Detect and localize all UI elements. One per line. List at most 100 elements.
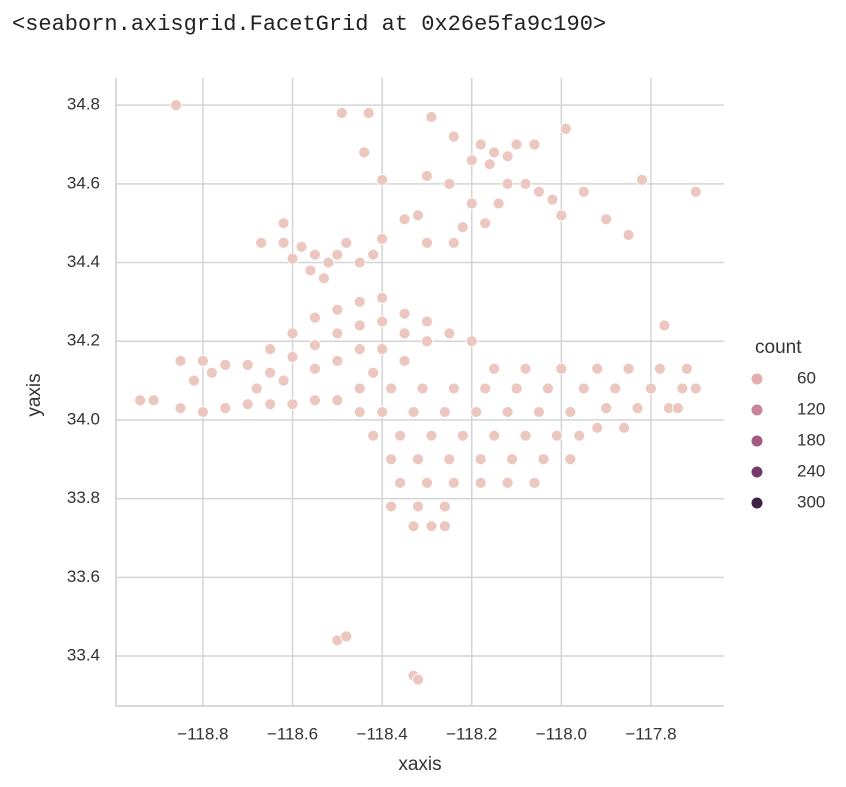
point bbox=[488, 362, 501, 375]
point bbox=[398, 327, 411, 340]
x-tick-label: −118.2 bbox=[446, 724, 497, 743]
point bbox=[309, 248, 321, 261]
point bbox=[501, 476, 514, 489]
point bbox=[394, 429, 406, 442]
point bbox=[506, 453, 518, 466]
point bbox=[241, 358, 254, 371]
point bbox=[573, 429, 586, 442]
point bbox=[680, 362, 693, 375]
point bbox=[317, 272, 330, 285]
x-axis-label: xaxis bbox=[398, 754, 441, 775]
point bbox=[219, 358, 232, 371]
point bbox=[309, 362, 321, 375]
x-tick-label: −117.8 bbox=[625, 724, 676, 743]
point bbox=[542, 382, 554, 395]
point bbox=[636, 174, 648, 186]
legend-label: 300 bbox=[797, 492, 825, 511]
point bbox=[394, 476, 406, 489]
point bbox=[286, 351, 299, 363]
point bbox=[501, 406, 514, 418]
point bbox=[295, 240, 308, 253]
y-axis-label: yaxis bbox=[24, 373, 45, 416]
point bbox=[546, 193, 559, 206]
point bbox=[447, 236, 460, 249]
point bbox=[264, 398, 277, 411]
point bbox=[309, 339, 321, 352]
point bbox=[264, 366, 277, 379]
point bbox=[353, 319, 366, 332]
legend-swatch bbox=[750, 465, 764, 479]
point bbox=[591, 421, 604, 434]
point bbox=[331, 355, 344, 367]
point bbox=[353, 343, 366, 356]
point bbox=[519, 177, 532, 190]
point bbox=[618, 421, 630, 434]
point bbox=[654, 362, 666, 375]
x-tick-label: −118.8 bbox=[177, 724, 228, 743]
y-tick-label: 34.6 bbox=[67, 173, 100, 192]
point bbox=[564, 406, 577, 418]
point bbox=[528, 476, 541, 489]
point bbox=[385, 500, 398, 513]
point bbox=[443, 453, 456, 466]
point bbox=[676, 382, 689, 395]
point bbox=[519, 362, 532, 375]
point bbox=[443, 327, 456, 340]
legend-label: 180 bbox=[797, 430, 825, 449]
points bbox=[134, 99, 702, 686]
point bbox=[689, 185, 702, 198]
point bbox=[304, 264, 317, 277]
point bbox=[170, 99, 182, 112]
legend-swatch bbox=[750, 403, 764, 417]
point bbox=[447, 130, 460, 143]
y-tick-label: 34.8 bbox=[67, 95, 100, 114]
point bbox=[353, 295, 366, 308]
point bbox=[255, 236, 268, 249]
point bbox=[474, 453, 487, 466]
point bbox=[465, 154, 478, 167]
point bbox=[264, 343, 277, 356]
point bbox=[331, 394, 344, 407]
point bbox=[277, 236, 290, 249]
point bbox=[631, 402, 644, 415]
legend-swatch bbox=[750, 496, 764, 510]
point bbox=[147, 394, 160, 407]
point bbox=[376, 315, 389, 328]
point bbox=[331, 327, 344, 340]
point bbox=[483, 158, 496, 171]
point bbox=[353, 382, 366, 395]
point bbox=[197, 406, 209, 418]
point bbox=[425, 111, 438, 123]
y-tick-label: 33.6 bbox=[67, 567, 100, 586]
point bbox=[609, 382, 622, 395]
point bbox=[555, 362, 568, 375]
point bbox=[600, 402, 613, 415]
point bbox=[425, 520, 438, 533]
y-tick-label: 34.4 bbox=[67, 252, 100, 271]
point bbox=[197, 355, 209, 367]
point bbox=[376, 233, 389, 245]
point bbox=[367, 248, 380, 261]
legend-label: 120 bbox=[797, 399, 825, 418]
point bbox=[353, 256, 366, 269]
point bbox=[376, 343, 389, 356]
point bbox=[286, 327, 299, 340]
point bbox=[658, 319, 671, 332]
point bbox=[412, 500, 424, 513]
point bbox=[447, 382, 460, 395]
point bbox=[488, 146, 501, 159]
point bbox=[689, 382, 702, 395]
point bbox=[555, 209, 568, 222]
point bbox=[398, 213, 411, 226]
point bbox=[398, 355, 411, 367]
point bbox=[309, 394, 321, 407]
point bbox=[438, 406, 451, 418]
point bbox=[412, 209, 424, 222]
point bbox=[286, 398, 299, 411]
point bbox=[331, 303, 344, 316]
point bbox=[353, 406, 366, 418]
point bbox=[671, 402, 684, 415]
point bbox=[447, 476, 460, 489]
point bbox=[492, 197, 505, 210]
